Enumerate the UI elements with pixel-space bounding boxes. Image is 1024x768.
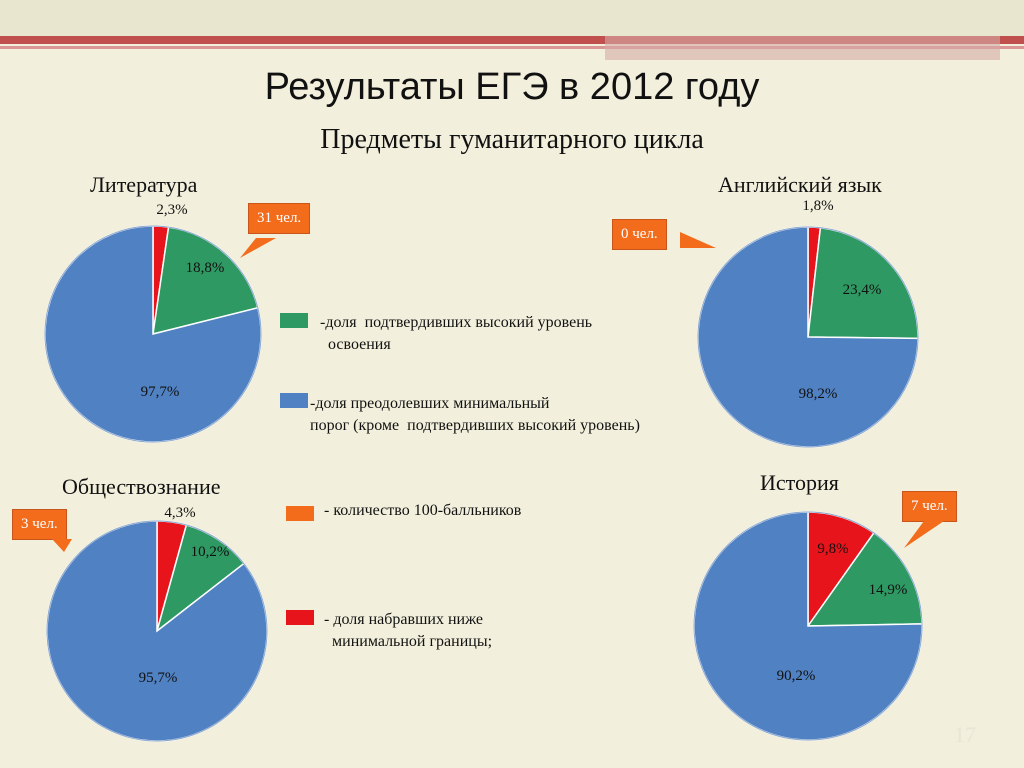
pie-outline-english [697,226,919,448]
pie-label-social-green: 10,2% [191,544,230,560]
pie-label-social-blue: 95,7% [139,670,178,686]
page-subtitle: Предметы гуманитарного цикла [320,124,704,155]
pie-label-literature-blue: 97,7% [141,384,180,400]
pie-outline-literature [44,225,262,443]
header-stripe-right [605,36,1000,60]
pie-label-history-red: 9,8% [817,541,848,557]
pie-outline-social [46,520,268,742]
pie-history: 9,8% 14,9% 90,2% [693,511,923,741]
pie-label-literature-red: 2,3% [156,202,187,218]
pie-outline-history [693,511,923,741]
chart-title-literature: Литература [90,172,198,197]
legend-text-red: - доля набравших ниже минимальной границ… [324,611,493,650]
pie-label-english-red: 1,8% [802,198,833,214]
pie-social: 4,3% 10,2% 95,7% [46,505,268,742]
header-stripe-thin [0,46,1024,49]
chart-title-english: Английский язык [718,172,882,197]
pie-label-english-blue: 98,2% [799,386,838,402]
legend-text-blue: -доля преодолевших минимальный порог (кр… [310,395,640,434]
legend-swatch-green [280,313,308,328]
chart-title-history: История [760,470,839,495]
page-number: 17 [954,722,976,747]
page-title: Результаты ЕГЭ в 2012 году [264,66,760,108]
pie-label-literature-green: 18,8% [186,260,225,276]
legend-text-orange: - количество 100-балльников [320,502,522,519]
callout-literature: 31 чел. [248,203,311,234]
legend-swatch-red [286,610,314,625]
callout-social: 3 чел. [12,509,67,540]
chart-title-social: Обществознание [62,474,221,499]
callout-history: 7 чел. [902,491,957,522]
pie-literature: 2,3% 18,8% 97,7% [44,202,262,443]
callout-english: 0 чел. [612,219,667,250]
pie-english: 1,8% 23,4% 98,2% [697,198,919,448]
pie-label-history-blue: 90,2% [777,668,816,684]
pie-label-social-red: 4,3% [164,505,195,521]
legend-swatch-blue [280,393,308,408]
pie-label-history-green: 14,9% [869,582,908,598]
legend-text-green: -доля подтвердивших высокий уровень осво… [320,314,593,353]
pie-label-english-green: 23,4% [843,282,882,298]
header-stripe-red [0,36,1024,44]
legend-swatch-orange [286,506,314,521]
header-band [0,0,1024,36]
